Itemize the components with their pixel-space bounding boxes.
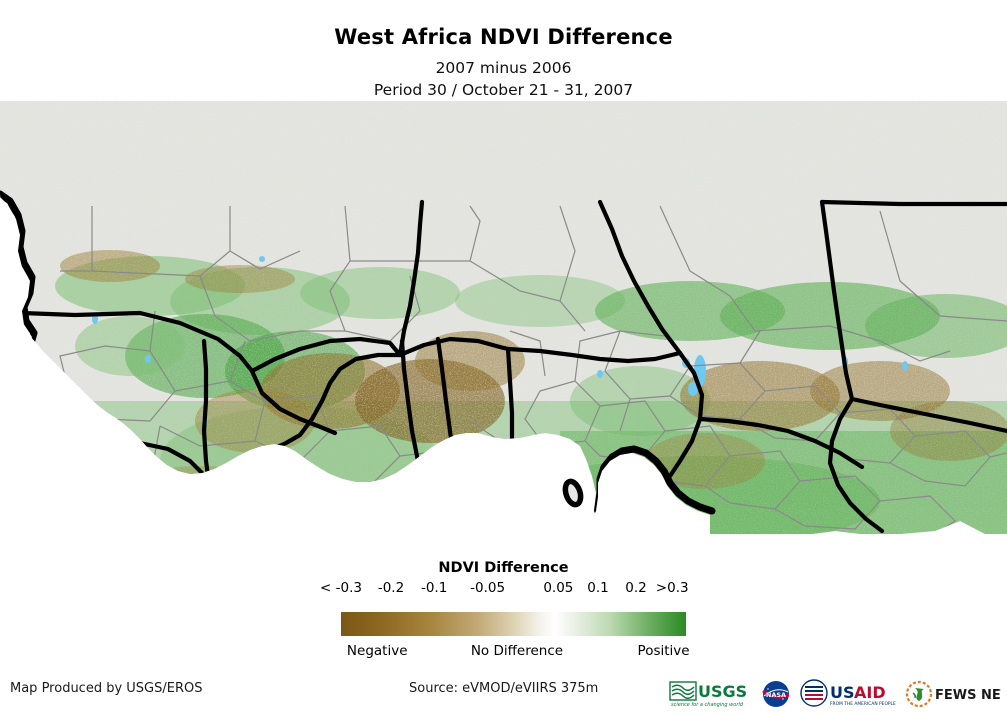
map-credit: Map Produced by USGS/EROS	[10, 681, 203, 696]
nasa-logo: NASA	[762, 681, 790, 707]
svg-text:NASA: NASA	[766, 691, 786, 699]
legend-tick-1: -0.2	[377, 580, 405, 596]
footer: Map Produced by USGS/EROS Source: eVMOD/…	[0, 672, 1007, 715]
legend: NDVI Difference < -0.3 -0.2 -0.1 -0.05 0.05 0…	[0, 560, 1007, 659]
legend-category-2: Positive	[637, 643, 690, 659]
logo-bar: USGS science for a changing world NASA U…	[669, 674, 1001, 714]
legend-category-labels: Negative No Difference Positive	[0, 643, 1007, 663]
legend-tick-6: 0.2	[625, 580, 647, 596]
svg-text:FROM THE AMERICAN PEOPLE: FROM THE AMERICAN PEOPLE	[830, 701, 896, 707]
legend-category-1: No Difference	[470, 643, 564, 659]
data-source: Source: eVMOD/eVIIRS 375m	[409, 681, 599, 696]
bioko-island-visible	[562, 478, 584, 508]
legend-title: NDVI Difference	[438, 560, 569, 576]
legend-tick-3: -0.05	[470, 580, 506, 596]
svg-text:science for a changing world: science for a changing world	[671, 702, 744, 708]
legend-tick-2: -0.1	[420, 580, 448, 596]
legend-tick-5: 0.1	[587, 580, 609, 596]
legend-tick-4: 0.05	[543, 580, 574, 596]
svg-text:USGS: USGS	[698, 682, 747, 701]
west-africa-ndvi-raster[interactable]	[0, 101, 1007, 534]
legend-tick-0: < -0.3	[320, 580, 362, 596]
svg-text:FEWS NET: FEWS NET	[935, 688, 1001, 703]
title-block: West Africa NDVI Difference 2007 minus 2…	[0, 0, 1007, 101]
legend-category-0: Negative	[346, 643, 408, 659]
page-title: West Africa NDVI Difference	[334, 25, 673, 49]
svg-text:US: US	[830, 683, 855, 702]
usaid-logo: US AID FROM THE AMERICAN PEOPLE	[800, 679, 896, 707]
fewsnet-logo: FEWS NET	[905, 680, 1001, 708]
subtitle-period-comparison: 2007 minus 2006	[435, 59, 572, 77]
legend-tick-7: >0.3	[655, 580, 689, 596]
svg-text:AID: AID	[854, 683, 886, 702]
legend-tick-labels: < -0.3 -0.2 -0.1 -0.05 0.05 0.1 0.2 >0.3	[0, 580, 1007, 600]
subtitle-period-dates: Period 30 / October 21 - 31, 2007	[373, 81, 634, 99]
map-canvas[interactable]	[0, 101, 1007, 534]
usgs-logo: USGS science for a changing world	[669, 681, 747, 708]
ocean-mask	[0, 197, 710, 534]
legend-colorbar	[341, 612, 686, 636]
